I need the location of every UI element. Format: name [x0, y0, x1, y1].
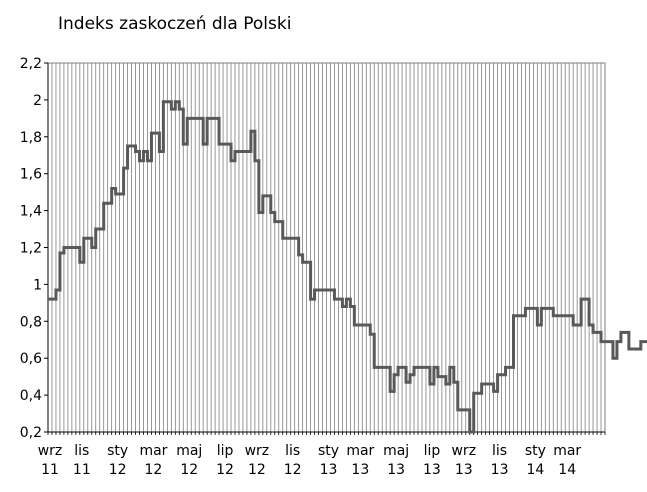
x-tick-label-month: lis	[74, 443, 89, 459]
y-tick-label: 2,2	[20, 56, 42, 72]
x-tick-label-month: sty	[525, 443, 546, 459]
y-tick-label: 0,8	[20, 314, 42, 330]
y-tick-label: 1,2	[20, 241, 42, 257]
y-tick-label: 1	[33, 277, 42, 293]
x-tick-label-year: 12	[284, 462, 302, 478]
x-tick-label-year: 11	[73, 462, 91, 478]
x-tick-label-year: 14	[526, 462, 544, 478]
x-tick-label-month: sty	[318, 443, 339, 459]
x-tick-label-year: 12	[216, 462, 234, 478]
x-tick-label-year: 13	[491, 462, 509, 478]
series-line	[48, 100, 647, 434]
x-tick-label-month: sty	[107, 443, 128, 459]
y-tick-label: 1,8	[20, 130, 42, 146]
x-tick-label-year: 12	[248, 462, 266, 478]
x-tick-label-year: 11	[41, 462, 59, 478]
y-tick-label: 1,4	[20, 204, 42, 220]
x-axis-ticks: wrz 11 lis 11 sty 12 mar 12 maj 12 lip 12 wrz 12 lis 12…	[38, 432, 606, 478]
x-tick-label-month: lip	[424, 443, 441, 459]
x-tick-label-year: 13	[455, 462, 473, 478]
x-tick-label-year: 13	[387, 462, 405, 478]
x-tick-label-month: mar	[139, 443, 167, 459]
x-tick-label-month: wrz	[38, 443, 63, 459]
x-tick-label-month: lis	[492, 443, 507, 459]
series-group	[48, 100, 647, 434]
x-tick-label-month: mar	[553, 443, 581, 459]
y-axis-ticks: 0,2 0,4 0,6 0,8 1 1,2 1,4 1,6 1,8 2 2,2	[20, 56, 48, 441]
x-tick-label-year: 12	[109, 462, 127, 478]
x-tick-label-year: 12	[145, 462, 163, 478]
x-tick-label-month: mar	[346, 443, 374, 459]
x-tick-label-year: 14	[558, 462, 576, 478]
y-tick-label: 0,2	[20, 425, 42, 441]
y-tick-label: 1,6	[20, 167, 42, 183]
x-tick-label-month: maj	[176, 443, 202, 459]
y-tick-label: 0,6	[20, 351, 42, 367]
x-tick-label-month: lis	[285, 443, 300, 459]
chart-title: Indeks zaskoczeń dla Polski	[58, 14, 292, 34]
x-tick-label-year: 12	[180, 462, 198, 478]
x-tick-label-month: maj	[383, 443, 409, 459]
x-tick-label-month: lip	[217, 443, 234, 459]
vertical-gridlines	[51, 63, 602, 432]
x-tick-label-month: wrz	[451, 443, 476, 459]
x-tick-label-year: 13	[423, 462, 441, 478]
x-tick-label-year: 13	[351, 462, 369, 478]
y-tick-label: 2	[33, 93, 42, 109]
y-tick-label: 0,4	[20, 388, 42, 404]
x-tick-label-month: wrz	[245, 443, 270, 459]
x-tick-label-year: 13	[320, 462, 338, 478]
